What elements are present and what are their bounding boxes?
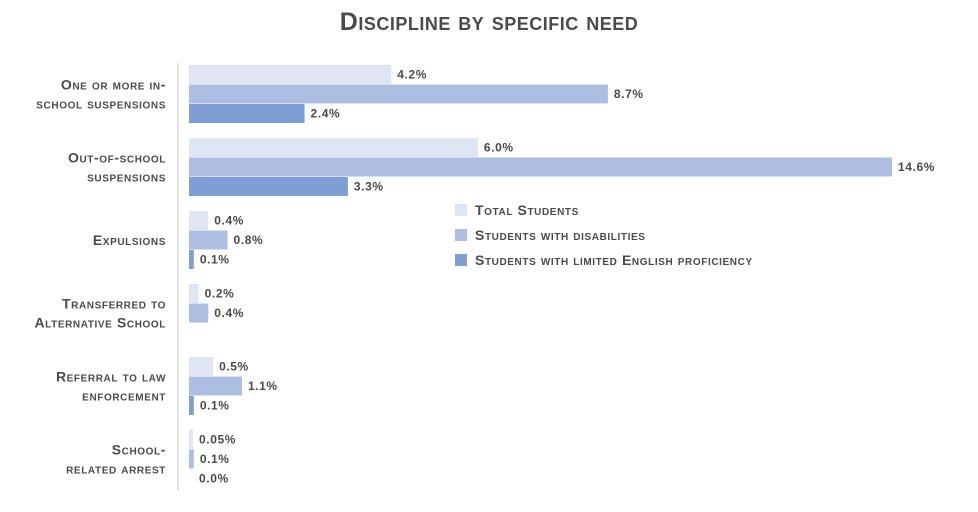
data-label: 6.0% [484,141,514,155]
legend-swatch [455,228,467,241]
bar [189,284,199,303]
category-label-line: Out-of-school [68,150,166,166]
data-label: 0.5% [219,360,249,374]
category-label-line: Transferred to [62,296,166,312]
legend-swatch [455,203,467,216]
category-label: Transferred to Alternative School [34,296,166,331]
legend-item-total-students: Total Students [455,197,753,222]
data-label: 2.4% [311,107,341,121]
legend-label: Students with disabilities [475,226,646,243]
bar [189,177,348,196]
bar [189,430,193,449]
bar [189,104,305,123]
bar [189,138,478,157]
bar [189,449,194,469]
category-label: Out-of-school suspensions [68,150,166,185]
category-label: Expulsions [93,232,166,248]
data-label: 4.2% [397,68,427,82]
bar [189,303,209,323]
bar [189,396,194,415]
data-label: 0.4% [214,306,244,320]
legend-item-students-with-limited-english-proficiency: Students with limited English proficienc… [455,247,753,272]
legend-swatch [455,253,467,266]
bar [189,230,228,250]
data-label: 0.2% [205,287,235,301]
category-label-line: One or more in- [61,77,166,93]
data-label: 14.6% [898,160,935,174]
category-label-line: suspensions [87,169,166,185]
category-label-line: school suspensions [36,96,166,112]
category-label-line: enforcement [82,388,166,404]
data-label: 8.7% [614,87,644,101]
chart-title: Discipline by specific need [339,8,639,36]
bar [189,84,608,104]
category-label-line: School- [112,442,166,458]
data-label: 0.0% [199,472,229,486]
legend-item-students-with-disabilities: Students with disabilities [455,222,753,247]
chart-legend: Total Students Students with disabilitie… [455,197,753,272]
data-label: 1.1% [248,379,278,393]
data-label: 0.4% [214,214,244,228]
data-label: 0.1% [200,399,230,413]
data-label: 0.05% [199,433,236,447]
legend-label: Students with limited English proficienc… [475,251,753,268]
data-label: 0.1% [200,253,230,267]
bar [189,211,209,230]
legend-label: Total Students [475,201,579,218]
data-label: 3.3% [354,180,384,194]
category-label-line: Expulsions [93,232,166,248]
category-label-line: related arrest [66,461,166,477]
bar [189,65,392,84]
bar [189,357,214,376]
bar [189,376,242,396]
bar [189,157,892,177]
category-label: School-related arrest [66,442,166,477]
category-label-line: Alternative School [34,315,166,331]
category-label: One or more in-school suspensions [36,77,166,112]
bar [189,250,194,269]
category-label-line: Referral to law [56,369,166,385]
data-label: 0.8% [234,233,264,247]
category-label: Referral to law enforcement [56,369,166,404]
data-label: 0.1% [200,452,230,466]
